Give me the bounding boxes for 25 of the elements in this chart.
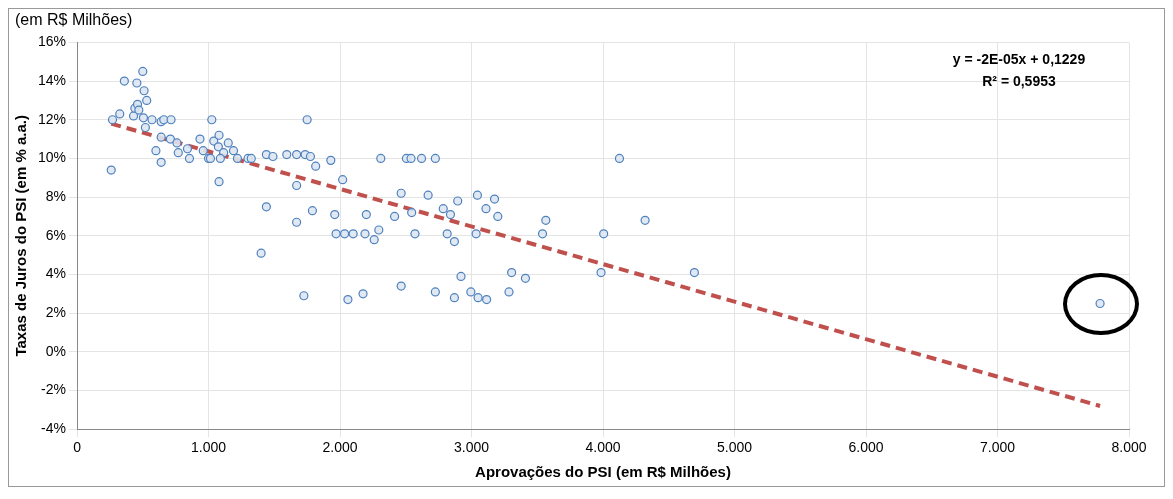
y-tick-label: 14% [37,71,67,88]
y-tick-label: 12% [37,110,67,127]
x-tick-label: 2.000 [322,439,358,456]
x-tick-label: 0 [73,439,82,456]
y-tick-label: 8% [45,187,67,204]
x-tick-label: 3.000 [453,439,490,456]
y-axis-title: Taxas de Juros do PSI (em % a.a.) [12,115,30,357]
y-tick-label: 6% [45,226,67,243]
y-tick-label: -2% [41,381,67,398]
y-tick-label: 2% [45,304,67,321]
x-tick-label: 5.000 [716,439,753,456]
annotation: y = -2E-05x + 0,1229 [952,51,1086,68]
x-tick-label: 8.000 [1111,439,1147,456]
x-tick-label: 1.000 [190,439,227,456]
y-tick-label: -4% [41,420,67,437]
annotation: R² = 0,5953 [982,73,1056,90]
x-tick-label: 7.000 [979,439,1016,456]
y-tick-label: 10% [37,149,67,166]
x-axis-title: Aprovações do PSI (em R$ Milhões) [475,463,731,481]
x-tick-label: 6.000 [848,439,884,456]
y-tick-label: 0% [45,342,67,359]
y-tick-label: 4% [45,265,67,282]
x-tick-label: 4.000 [585,439,621,456]
chart-title: (em R$ Milhões) [14,10,134,30]
y-tick-label: 16% [37,33,67,50]
